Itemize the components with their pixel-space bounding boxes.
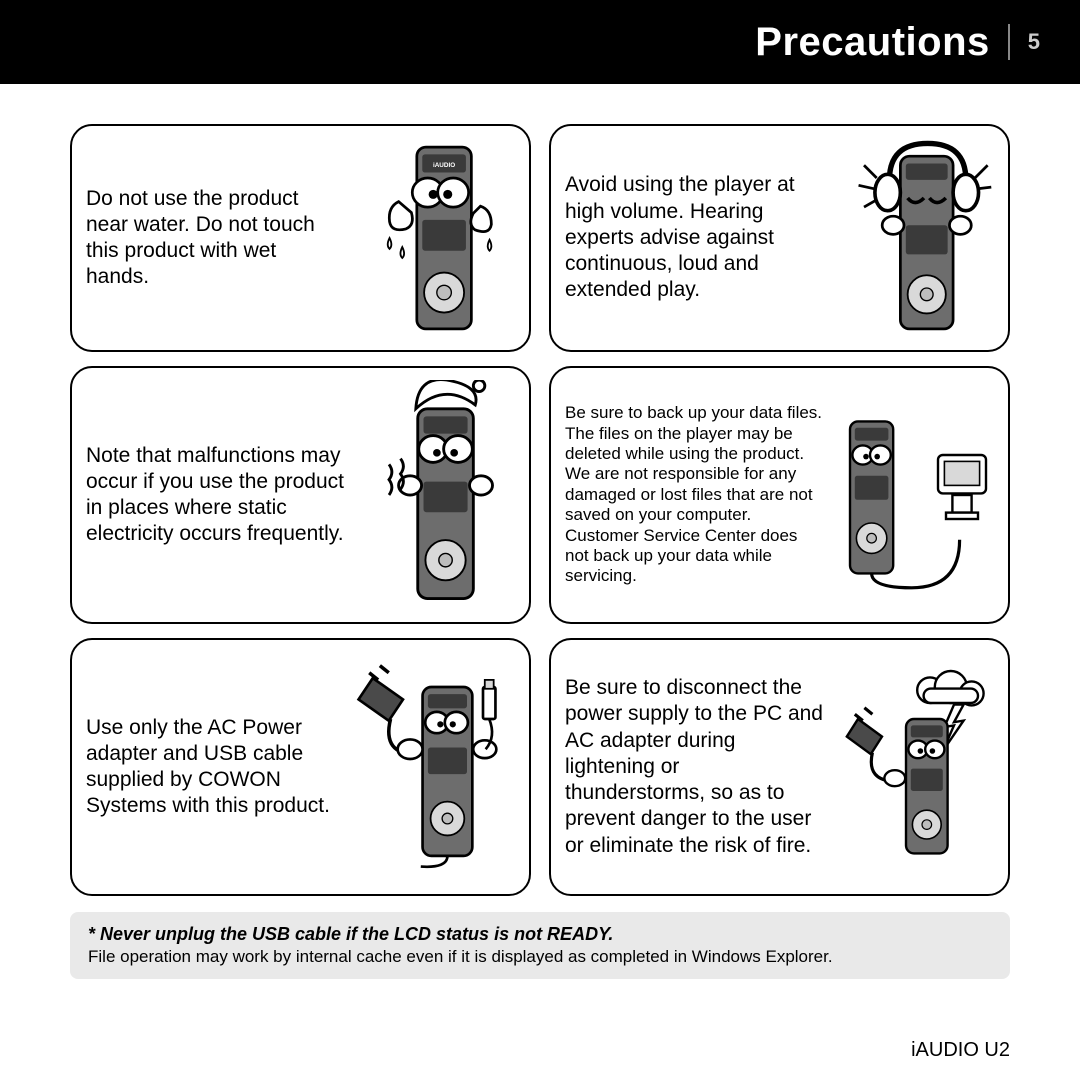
- backup-illustration: [834, 380, 994, 610]
- header-separator: [1008, 24, 1010, 60]
- panel-text: Use only the AC Power adapter and USB ca…: [86, 715, 345, 820]
- thunderstorm-illustration: [834, 652, 994, 882]
- volume-illustration: [834, 138, 994, 338]
- page-header: Precautions 5: [0, 0, 1080, 84]
- panel-static: Note that malfunctions may occur if you …: [70, 366, 531, 624]
- page-footer: iAUDIO U2: [0, 1025, 1080, 1080]
- note-bold-text: * Never unplug the USB cable if the LCD …: [88, 924, 992, 945]
- panel-volume: Avoid using the player at high volume. H…: [549, 124, 1010, 352]
- water-illustration: iAUDIO: [355, 138, 515, 338]
- panel-text: Note that malfunctions may occur if you …: [86, 443, 345, 548]
- panel-backup: Be sure to back up your data files. The …: [549, 366, 1010, 624]
- svg-text:iAUDIO: iAUDIO: [433, 162, 455, 169]
- panel-text: Do not use the product near water. Do no…: [86, 186, 345, 291]
- note-body-text: File operation may work by internal cach…: [88, 947, 992, 967]
- panel-thunderstorm: Be sure to disconnect the power supply t…: [549, 638, 1010, 896]
- content-area: Do not use the product near water. Do no…: [0, 84, 1080, 1025]
- header-title: Precautions: [755, 20, 989, 65]
- static-illustration: [355, 380, 515, 610]
- adapter-illustration: [355, 652, 515, 882]
- panel-text: Be sure to disconnect the power supply t…: [565, 675, 824, 859]
- panel-water: Do not use the product near water. Do no…: [70, 124, 531, 352]
- panel-text: Avoid using the player at high volume. H…: [565, 172, 824, 303]
- precaution-grid: Do not use the product near water. Do no…: [70, 124, 1010, 896]
- header-page-number: 5: [1028, 29, 1040, 55]
- footer-product: iAUDIO U2: [911, 1039, 1010, 1061]
- panel-text: Be sure to back up your data files. The …: [565, 403, 824, 587]
- panel-adapter: Use only the AC Power adapter and USB ca…: [70, 638, 531, 896]
- note-box: * Never unplug the USB cable if the LCD …: [70, 912, 1010, 979]
